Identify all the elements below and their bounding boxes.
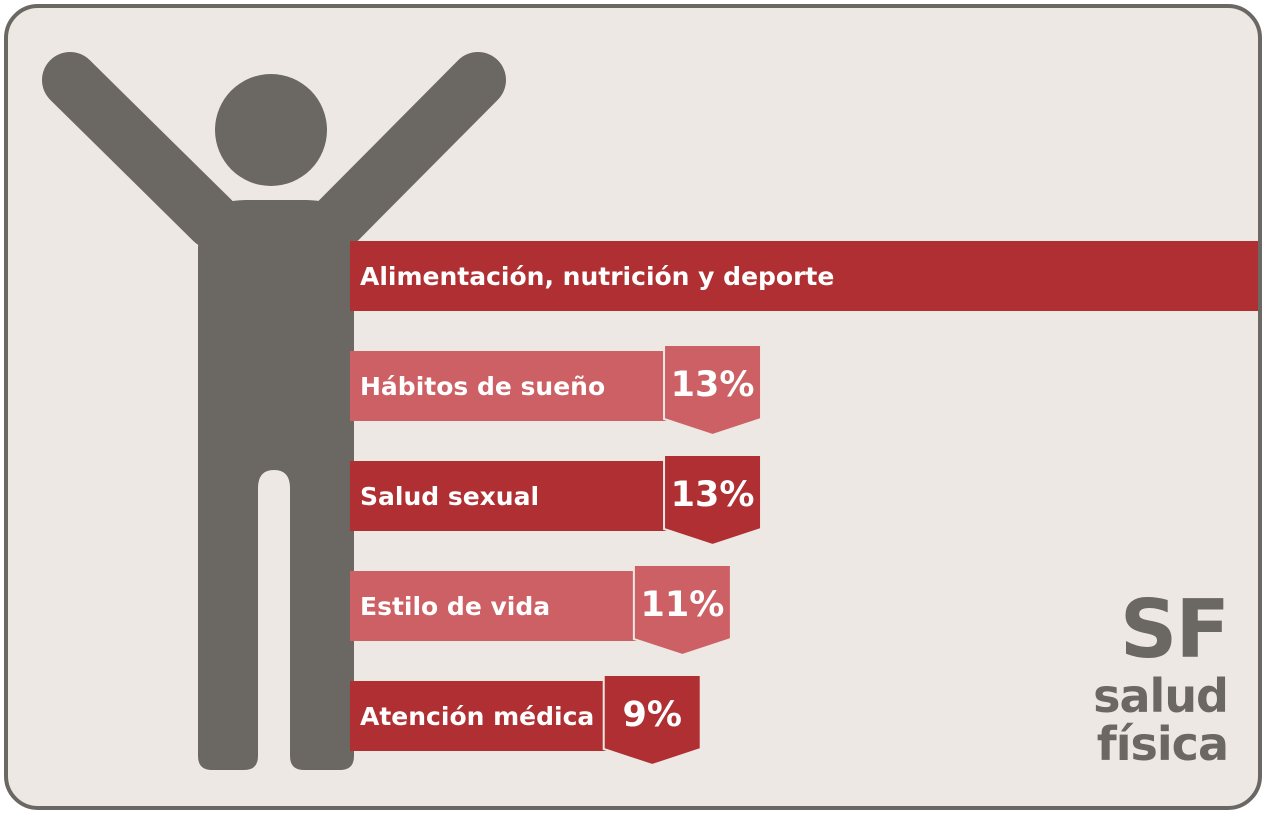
- value-tag: [632, 564, 732, 657]
- bar-group: Atención médica 9%: [350, 674, 702, 767]
- category-label: Atención médica: [360, 702, 594, 731]
- category-label: Alimentación, nutrición y deporte: [360, 262, 834, 291]
- bar: [350, 461, 671, 531]
- value-label: 13%: [671, 475, 755, 515]
- bar-group: Salud sexual 13%: [350, 454, 763, 547]
- bar: [350, 241, 1258, 311]
- bar-group: Hábitos de sueño 13%: [350, 344, 763, 437]
- value-label: 11%: [640, 585, 724, 625]
- logo-line-2: física: [1096, 717, 1229, 771]
- value-tag: [602, 674, 702, 767]
- bar: [350, 351, 671, 421]
- category-label: Estilo de vida: [360, 592, 550, 621]
- category-label: Hábitos de sueño: [360, 372, 605, 401]
- value-tag: [663, 454, 763, 547]
- bar: [350, 681, 610, 751]
- category-label: Salud sexual: [360, 482, 539, 511]
- value-tag: [663, 344, 763, 437]
- brand-logo: SF salud física: [1068, 583, 1230, 771]
- infographic-card: Alimentación, nutrición y deporte54% Hábi…: [4, 4, 1262, 810]
- logo-line-1: salud: [1093, 669, 1229, 723]
- value-label: 9%: [623, 695, 682, 735]
- logo-abbreviation: SF: [1119, 583, 1230, 676]
- bar: [350, 571, 640, 641]
- person-arms-raised-icon: [42, 52, 506, 770]
- bar-group: Alimentación, nutrición y deporte54%: [350, 241, 1258, 311]
- bar-chart: Alimentación, nutrición y deporte54% Hábi…: [350, 241, 1258, 767]
- bar-group: Estilo de vida 11%: [350, 564, 732, 657]
- value-label: 13%: [671, 365, 755, 405]
